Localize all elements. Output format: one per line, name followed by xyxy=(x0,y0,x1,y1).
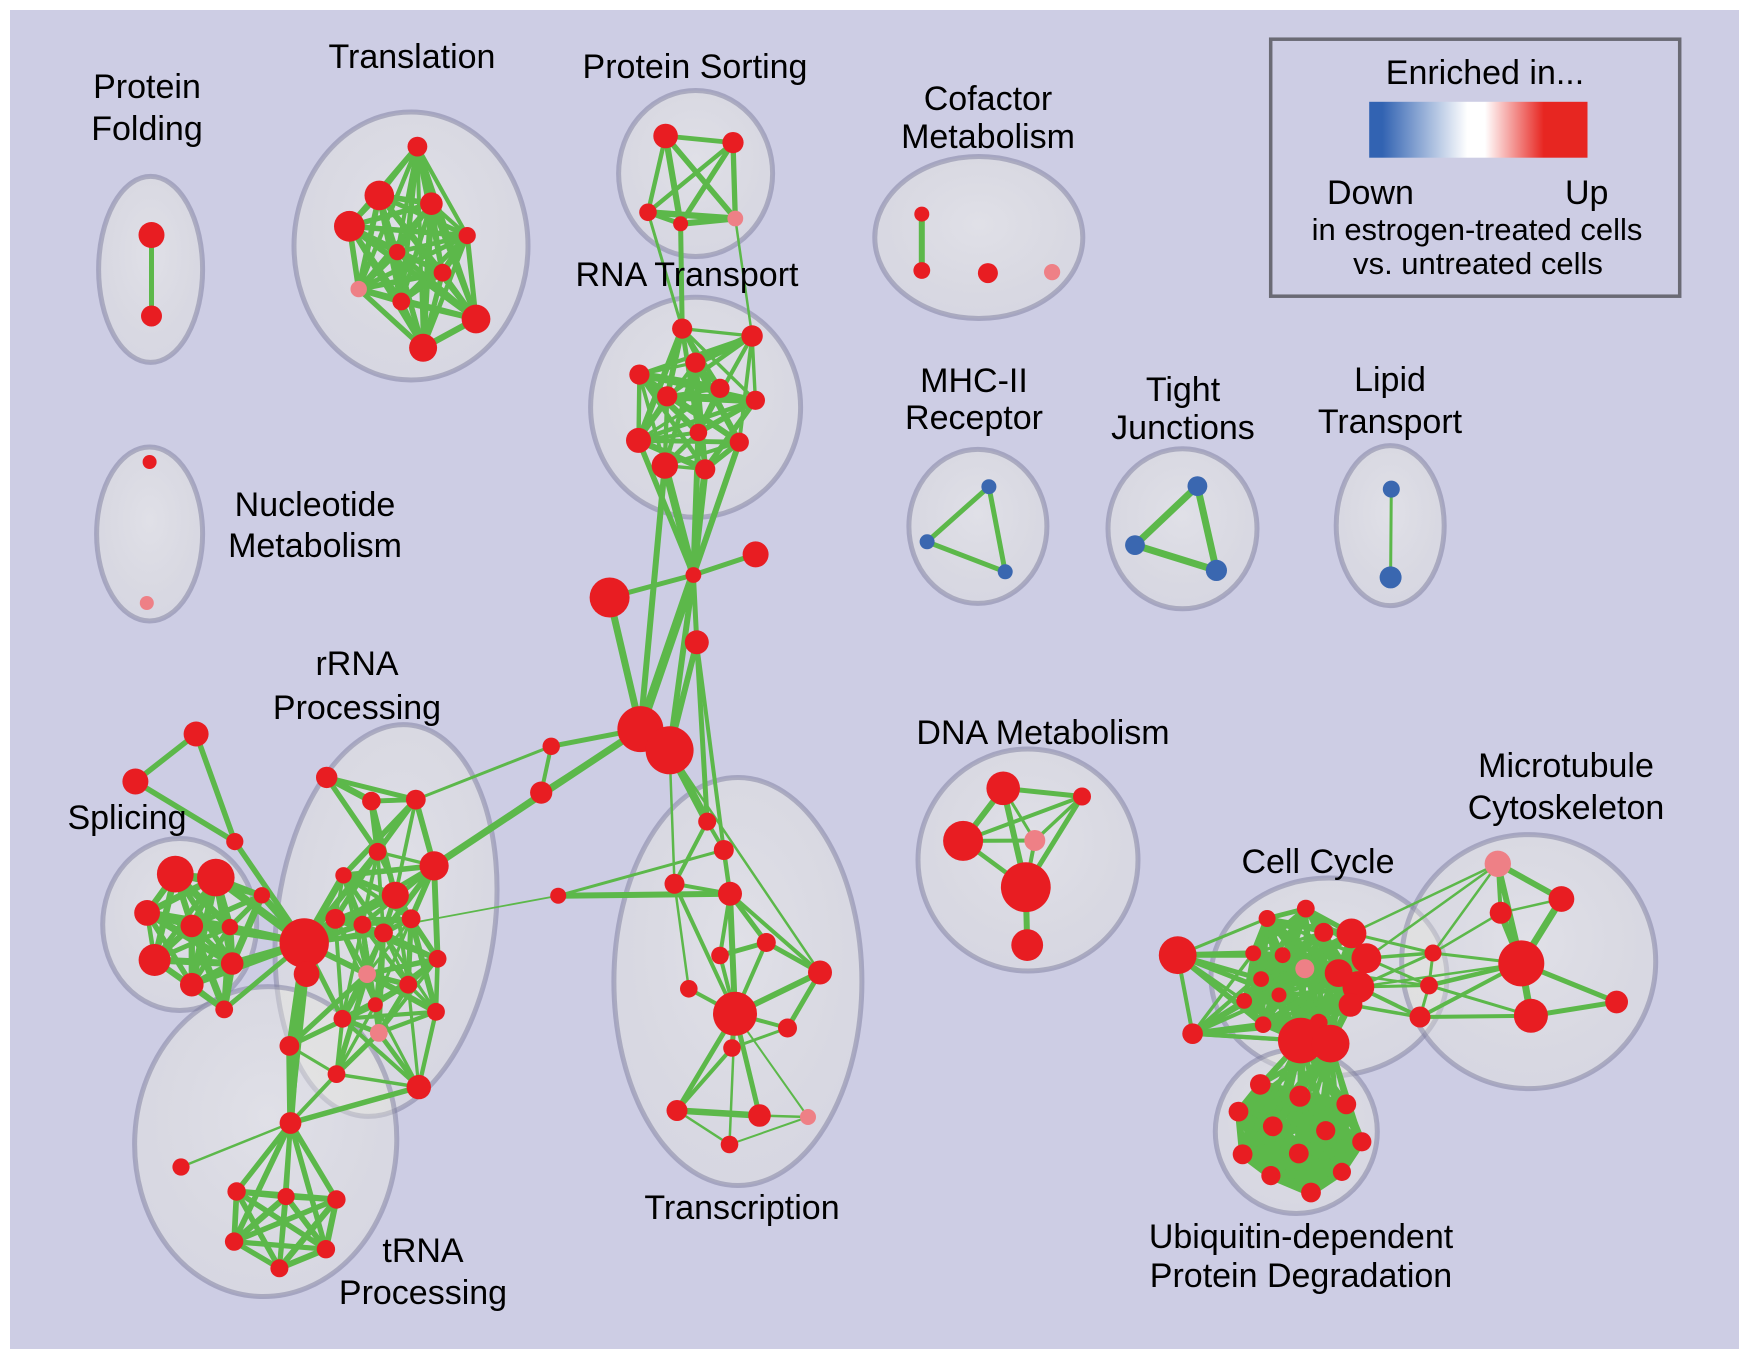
svg-text:Cell Cycle: Cell Cycle xyxy=(1241,843,1394,881)
svg-text:Receptor: Receptor xyxy=(905,399,1043,437)
svg-text:vs. untreated cells: vs. untreated cells xyxy=(1353,246,1603,281)
svg-text:Nucleotide: Nucleotide xyxy=(235,486,396,524)
svg-text:Junctions: Junctions xyxy=(1111,409,1255,447)
svg-text:Processing: Processing xyxy=(273,689,441,727)
svg-text:Cytoskeleton: Cytoskeleton xyxy=(1468,789,1665,827)
svg-text:Microtubule: Microtubule xyxy=(1478,747,1654,785)
svg-text:Transport: Transport xyxy=(1318,403,1463,441)
svg-text:tRNA: tRNA xyxy=(382,1232,464,1270)
svg-text:Processing: Processing xyxy=(339,1274,507,1312)
svg-text:MHC-II: MHC-II xyxy=(920,362,1028,400)
svg-text:Protein Sorting: Protein Sorting xyxy=(583,48,808,86)
svg-text:Metabolism: Metabolism xyxy=(228,527,402,565)
svg-text:Ubiquitin-dependent: Ubiquitin-dependent xyxy=(1149,1218,1454,1256)
svg-text:Up: Up xyxy=(1565,174,1608,212)
svg-text:rRNA: rRNA xyxy=(315,645,398,683)
svg-text:RNA Transport: RNA Transport xyxy=(576,256,800,294)
svg-text:Down: Down xyxy=(1327,174,1414,212)
svg-text:Protein Degradation: Protein Degradation xyxy=(1150,1257,1452,1295)
svg-text:Tight: Tight xyxy=(1146,371,1221,409)
svg-text:Splicing: Splicing xyxy=(67,799,186,837)
svg-text:Transcription: Transcription xyxy=(644,1189,839,1227)
svg-text:Enriched in...: Enriched in... xyxy=(1386,54,1584,92)
svg-text:Lipid: Lipid xyxy=(1354,361,1426,399)
svg-text:DNA Metabolism: DNA Metabolism xyxy=(916,714,1169,752)
svg-text:in estrogen-treated cells: in estrogen-treated cells xyxy=(1312,212,1643,247)
svg-text:Cofactor: Cofactor xyxy=(924,80,1053,118)
svg-text:Translation: Translation xyxy=(329,38,496,76)
svg-text:Protein: Protein xyxy=(93,68,201,106)
svg-text:Metabolism: Metabolism xyxy=(901,118,1075,156)
svg-text:Folding: Folding xyxy=(91,110,203,148)
